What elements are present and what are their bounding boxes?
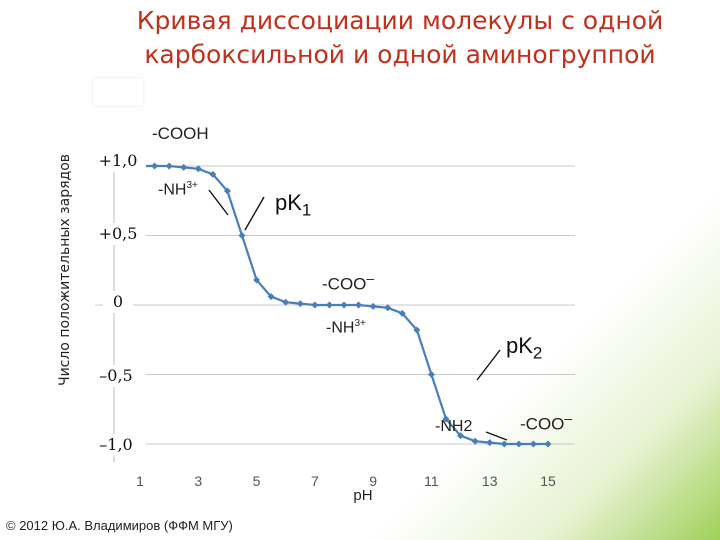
data-point xyxy=(165,162,173,170)
data-point xyxy=(340,301,348,309)
data-point xyxy=(413,326,421,334)
pk2-arrow xyxy=(476,349,501,381)
x-tick-label: 11 xyxy=(424,473,439,489)
y-tick-label: 0 xyxy=(103,291,133,313)
data-point xyxy=(282,298,290,306)
annotation-coo-1: -COO– xyxy=(322,270,375,294)
data-point xyxy=(355,301,363,309)
data-point xyxy=(427,371,435,378)
data-point xyxy=(486,439,494,447)
data-point xyxy=(180,163,188,171)
title-line-2: карбоксильной и одной аминогруппой xyxy=(144,40,656,69)
data-point xyxy=(267,293,275,301)
x-tick-label: 9 xyxy=(369,473,377,489)
pk1-arrow xyxy=(244,196,265,231)
data-point xyxy=(529,440,537,448)
annotation-pk1: pK1 xyxy=(275,190,312,220)
data-point xyxy=(223,187,231,195)
white-box xyxy=(93,78,143,106)
annotation-nh2: -NH2 xyxy=(435,418,473,435)
data-point xyxy=(500,440,508,448)
data-point xyxy=(238,232,246,239)
arrow-to-curve xyxy=(208,189,229,216)
data-point xyxy=(544,440,552,448)
data-point xyxy=(369,302,377,310)
x-tick-label: 13 xyxy=(482,473,498,489)
data-point xyxy=(253,276,261,284)
data-point xyxy=(325,301,333,309)
data-point xyxy=(398,309,406,317)
data-point xyxy=(515,440,523,448)
annotation-nh3-2: -NH3+ xyxy=(326,318,366,337)
x-tick-label: 15 xyxy=(540,473,556,489)
nh2-arrow xyxy=(485,431,508,441)
data-point xyxy=(194,165,202,173)
x-tick-label: 1 xyxy=(136,473,144,489)
data-point xyxy=(471,437,479,445)
slide-title: Кривая диссоциации молекулы с одной карб… xyxy=(80,4,720,72)
data-point xyxy=(442,415,450,423)
data-point xyxy=(311,301,319,309)
y-tick-label: +0,5 xyxy=(90,223,146,245)
x-tick-label: 5 xyxy=(253,473,261,489)
title-line-1: Кривая диссоциации молекулы с одной xyxy=(136,6,664,35)
y-tick-label: –0,5 xyxy=(86,365,146,387)
annotation-pk2: pK2 xyxy=(506,333,543,363)
data-point xyxy=(151,162,159,170)
y-tick-label: –1,0 xyxy=(86,434,146,456)
annotation-nh3-1: -NH3+ xyxy=(158,180,198,199)
x-tick-label: 3 xyxy=(194,473,202,489)
copyright-text: © 2012 Ю.А. Владимиров (ФФМ МГУ) xyxy=(6,518,233,533)
data-point xyxy=(209,170,217,178)
data-point xyxy=(296,300,304,308)
y-tick-label: +1,0 xyxy=(90,150,146,172)
annotation-cooh: -COOH xyxy=(152,124,209,143)
x-axis-label: pH xyxy=(353,487,372,504)
data-point xyxy=(457,432,465,440)
annotation-coo-2: -COO– xyxy=(520,410,573,434)
x-tick-label: 7 xyxy=(311,473,319,489)
data-point xyxy=(384,304,392,312)
